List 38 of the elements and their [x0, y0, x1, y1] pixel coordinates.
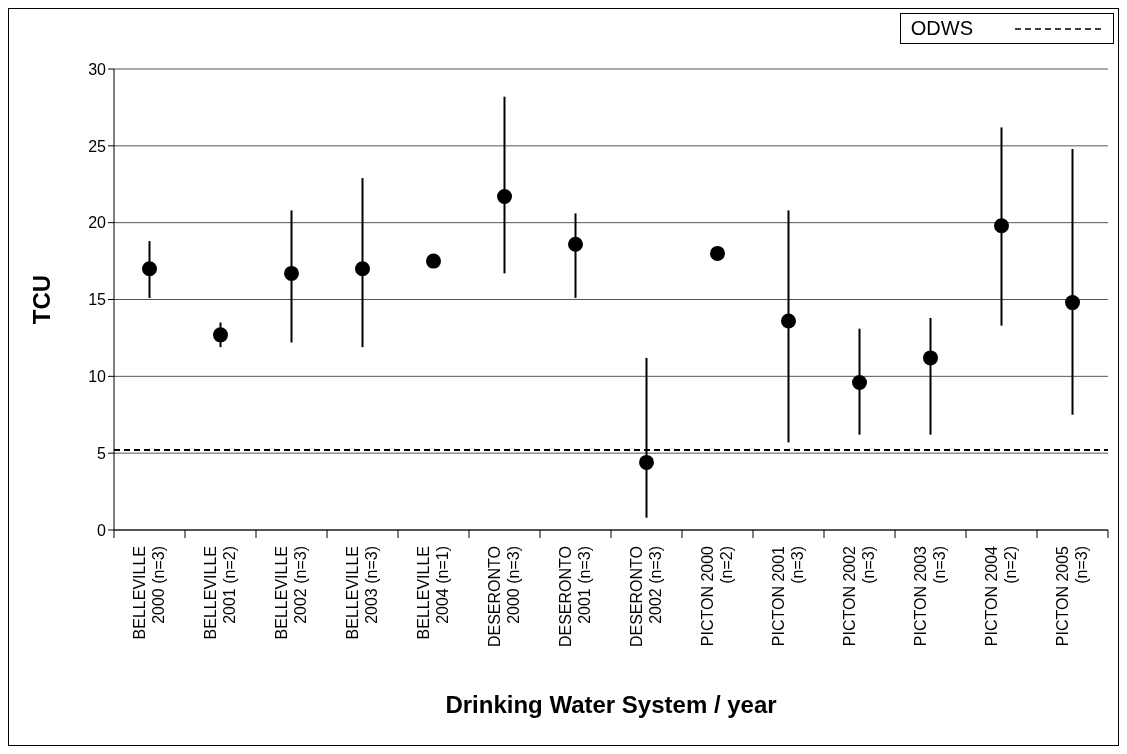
- y-tick-label: 15: [88, 291, 107, 309]
- point: [1065, 295, 1080, 311]
- point: [213, 327, 228, 343]
- point: [497, 189, 512, 205]
- x-tick-label: BELLEVILLE 2002 (n=3): [273, 546, 309, 640]
- x-tick-label: PICTON 2004 (n=2): [983, 545, 1019, 647]
- point: [781, 313, 796, 329]
- x-tick-label: DESERONTO 2000 (n=3): [486, 546, 522, 648]
- point: [142, 261, 157, 277]
- x-tick-label: BELLEVILLE 2000 (n=3): [131, 546, 167, 640]
- point: [639, 454, 654, 470]
- x-tick-label: PICTON 2003 (n=3): [912, 545, 948, 647]
- x-tick-label: PICTON 2001 (n=3): [770, 545, 806, 647]
- y-tick-label: 10: [88, 368, 107, 386]
- y-tick-label: 25: [88, 137, 107, 155]
- y-tick-label: 30: [88, 60, 107, 78]
- point: [284, 265, 299, 281]
- y-tick-label: 0: [97, 521, 107, 539]
- legend-label: ODWS: [910, 17, 973, 40]
- point: [923, 350, 938, 366]
- point: [994, 218, 1009, 234]
- point: [710, 245, 725, 261]
- y-tick-label: 5: [97, 444, 107, 462]
- x-tick-label: DESERONTO 2001 (n=3): [557, 546, 593, 648]
- x-tick-label: BELLEVILLE 2004 (n=1): [415, 546, 451, 640]
- x-axis-title: Drinking Water System / year: [445, 691, 777, 718]
- x-tick-label: PICTON 2000 (n=2): [699, 545, 735, 647]
- point: [355, 261, 370, 277]
- y-axis-title: TCU: [27, 274, 55, 325]
- point: [568, 236, 583, 252]
- x-tick-label: PICTON 2002 (n=3): [841, 545, 877, 647]
- x-tick-label: BELLEVILLE 2001 (n=2): [202, 546, 238, 640]
- x-tick-label: DESERONTO 2002 (n=3): [628, 546, 664, 648]
- y-tick-label: 20: [88, 214, 107, 232]
- point: [426, 253, 441, 269]
- x-tick-label: BELLEVILLE 2003 (n=3): [344, 546, 380, 640]
- point: [852, 374, 867, 390]
- x-tick-label: PICTON 2005 (n=3): [1054, 545, 1090, 647]
